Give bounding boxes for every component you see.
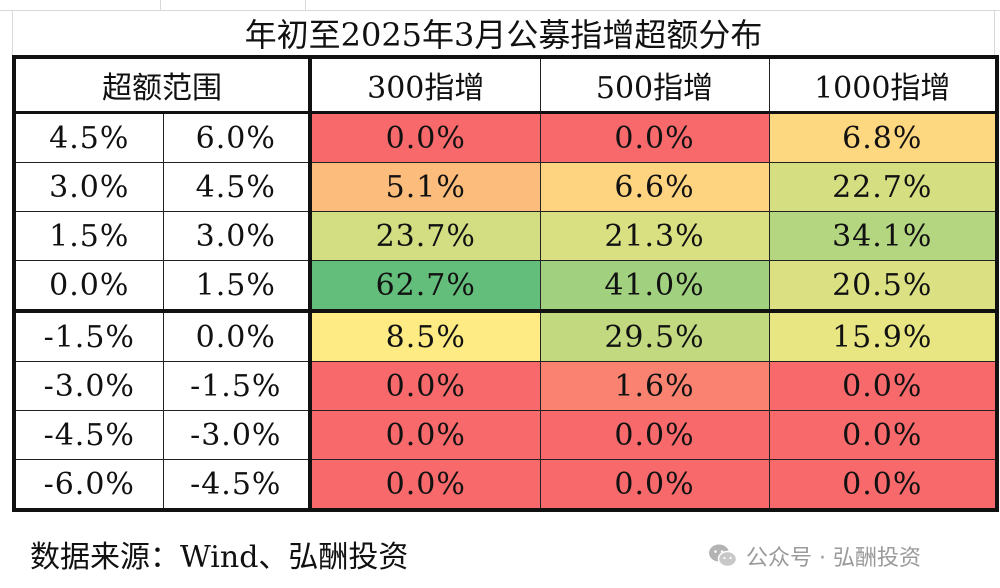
- range-high-cell: 0.0%: [162, 309, 311, 362]
- heatmap-cell-300: 0.0%: [308, 410, 541, 460]
- heatmap-cell-300: 0.0%: [308, 112, 541, 163]
- heatmap-cell-300: 8.5%: [308, 309, 541, 362]
- table-row: 0.0% 1.5% 62.7% 41.0% 20.5%: [12, 260, 999, 312]
- heatmap-cell-500: 6.6%: [539, 162, 770, 212]
- heatmap-cell-1000: 20.5%: [768, 260, 999, 312]
- range-low-cell: 1.5%: [12, 211, 164, 261]
- heatmap-cell-1000: 34.1%: [768, 211, 999, 261]
- heatmap-cell-1000: 0.0%: [768, 361, 999, 411]
- table-row: 1.5% 3.0% 23.7% 21.3% 34.1%: [12, 211, 999, 261]
- heatmap-cell-500: 41.0%: [539, 260, 770, 312]
- range-low-cell: -3.0%: [12, 361, 164, 411]
- heatmap-cell-500: 29.5%: [539, 309, 770, 362]
- table-row: -4.5% -3.0% 0.0% 0.0% 0.0%: [12, 410, 999, 460]
- range-low-cell: 4.5%: [12, 112, 164, 163]
- watermark-text: 公众号 · 弘酬投资: [746, 546, 921, 571]
- header-row: 超额范围 300指增 500指增 1000指增: [12, 55, 999, 114]
- table-body: 4.5% 6.0% 0.0% 0.0% 6.8% 3.0% 4.5% 5.1% 6.6% 22.7…: [12, 112, 999, 512]
- column-header-300: 300指增: [308, 55, 541, 114]
- range-high-cell: 3.0%: [162, 211, 311, 261]
- heatmap-cell-500: 0.0%: [539, 410, 770, 460]
- table-row: -3.0% -1.5% 0.0% 1.6% 0.0%: [12, 361, 999, 411]
- range-low-cell: -6.0%: [12, 459, 164, 512]
- heatmap-cell-500: 0.0%: [539, 459, 770, 512]
- heatmap-cell-1000: 0.0%: [768, 410, 999, 460]
- spreadsheet-gridlines: [0, 0, 1000, 11]
- heatmap-cell-1000: 0.0%: [768, 459, 999, 512]
- heatmap-cell-500: 21.3%: [539, 211, 770, 261]
- spreadsheet-gridline: [305, 0, 306, 10]
- range-high-cell: -4.5%: [162, 459, 311, 512]
- spreadsheet-gridline: [160, 0, 161, 10]
- heatmap-cell-1000: 6.8%: [768, 112, 999, 163]
- heatmap-cell-300: 62.7%: [308, 260, 541, 312]
- heatmap-cell-1000: 15.9%: [768, 309, 999, 362]
- range-high-cell: 1.5%: [162, 260, 311, 312]
- heatmap-cell-300: 23.7%: [308, 211, 541, 261]
- range-high-cell: 4.5%: [162, 162, 311, 212]
- range-high-cell: -1.5%: [162, 361, 311, 411]
- heatmap-cell-300: 5.1%: [308, 162, 541, 212]
- heatmap-cell-300: 0.0%: [308, 459, 541, 512]
- table-title: 年初至2025年3月公募指增超额分布: [12, 10, 995, 55]
- watermark: 公众号 · 弘酬投资: [708, 540, 921, 572]
- wechat-icon: [708, 543, 738, 569]
- column-header-1000: 1000指增: [768, 55, 999, 114]
- table-row: -6.0% -4.5% 0.0% 0.0% 0.0%: [12, 459, 999, 512]
- range-low-cell: 0.0%: [12, 260, 164, 312]
- range-low-cell: 3.0%: [12, 162, 164, 212]
- table-row: -1.5% 0.0% 8.5% 29.5% 15.9%: [12, 309, 999, 362]
- range-low-cell: -1.5%: [12, 309, 164, 362]
- source-note: 数据来源：Wind、弘酬投资: [30, 540, 409, 575]
- range-high-cell: -3.0%: [162, 410, 311, 460]
- heatmap-cell-1000: 22.7%: [768, 162, 999, 212]
- column-header-500: 500指增: [539, 55, 770, 114]
- heatmap-cell-500: 0.0%: [539, 112, 770, 163]
- table-row: 3.0% 4.5% 5.1% 6.6% 22.7%: [12, 162, 999, 212]
- range-header: 超额范围: [12, 55, 311, 114]
- table-row: 4.5% 6.0% 0.0% 0.0% 6.8%: [12, 112, 999, 163]
- heatmap-cell-300: 0.0%: [308, 361, 541, 411]
- range-low-cell: -4.5%: [12, 410, 164, 460]
- heatmap-table: 超额范围 300指增 500指增 1000指增 4.5% 6.0% 0.0% 0.0%…: [12, 55, 999, 512]
- heatmap-cell-500: 1.6%: [539, 361, 770, 411]
- range-high-cell: 6.0%: [162, 112, 311, 163]
